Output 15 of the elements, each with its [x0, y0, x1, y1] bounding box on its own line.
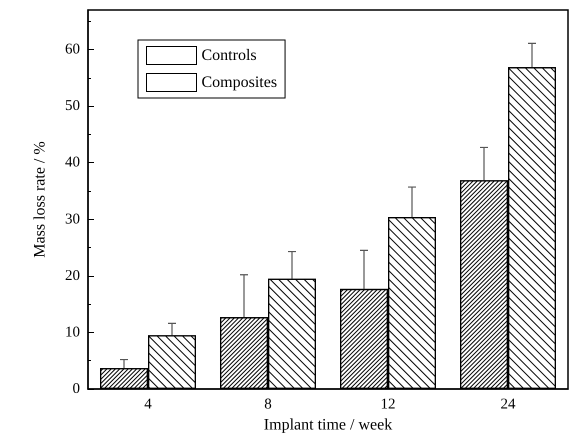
- y-tick-label: 10: [65, 324, 80, 340]
- x-tick-label: 24: [500, 396, 516, 412]
- y-tick-label: 50: [65, 98, 80, 114]
- y-tick-label: 60: [65, 42, 80, 58]
- x-tick-label: 8: [264, 396, 272, 412]
- y-tick-label: 30: [65, 211, 80, 228]
- y-axis-title: Mass loss rate / %: [32, 141, 48, 258]
- legend-label: Controls: [202, 47, 257, 64]
- y-tick-label: 20: [65, 268, 80, 284]
- x-tick-label: 4: [144, 396, 152, 412]
- y-tick-label: 0: [72, 381, 80, 397]
- legend-label: Composites: [202, 74, 278, 91]
- x-tick-label: 12: [380, 396, 396, 412]
- x-axis-title: Implant time / week: [264, 416, 392, 434]
- y-tick-label: 40: [65, 154, 80, 171]
